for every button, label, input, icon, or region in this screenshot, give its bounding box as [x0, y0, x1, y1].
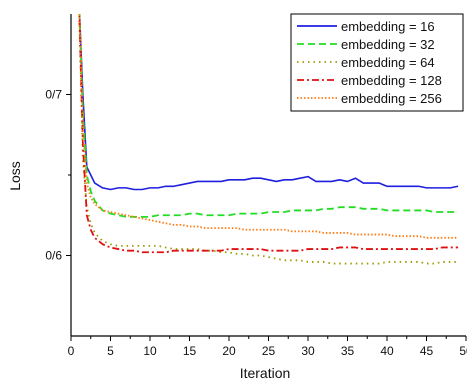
series-line-4 [78, 14, 459, 254]
x-axis-title: Iteration [240, 365, 291, 381]
series-line-2 [78, 14, 459, 218]
y-ticks: 0/6 0/7 [45, 88, 71, 263]
x-tick-label: 40 [380, 344, 394, 358]
x-tick-label: 50 [459, 344, 467, 358]
legend-label-1: embedding = 16 [341, 19, 435, 34]
legend-label-4: embedding = 128 [341, 73, 442, 88]
legend-label-2: embedding = 32 [341, 37, 435, 52]
series-line-1 [78, 14, 459, 191]
legend: embedding = 16 embedding = 32 embedding = … [290, 13, 464, 112]
x-tick-label: 0 [68, 344, 75, 358]
y-axis-title: Loss [7, 161, 23, 191]
x-tick-label: 15 [183, 344, 197, 358]
x-tick-label: 30 [301, 344, 315, 358]
y-tick-label: 0/6 [45, 249, 62, 263]
series-lines [78, 14, 459, 265]
x-ticks: 0 5 10 15 20 25 30 35 40 45 50 [68, 336, 467, 358]
x-tick-label: 5 [107, 344, 114, 358]
y-tick-label: 0/7 [45, 88, 62, 102]
series-line-5 [78, 14, 459, 239]
x-tick-label: 45 [420, 344, 434, 358]
x-tick-label: 35 [341, 344, 355, 358]
series-line-3 [78, 14, 459, 265]
legend-label-5: embedding = 256 [341, 91, 442, 106]
x-tick-label: 10 [143, 344, 157, 358]
x-tick-label: 25 [262, 344, 276, 358]
x-tick-label: 20 [222, 344, 236, 358]
legend-label-3: embedding = 64 [341, 55, 435, 70]
